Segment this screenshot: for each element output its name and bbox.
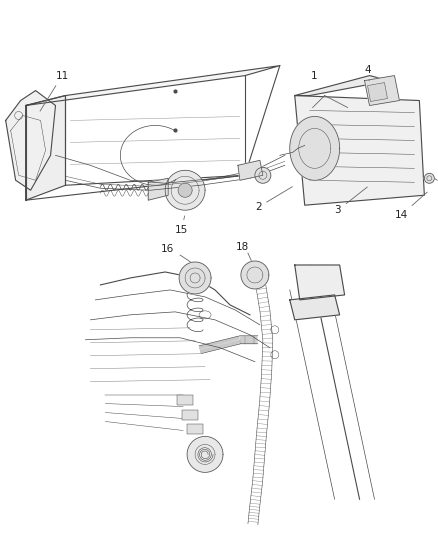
Text: 1: 1 bbox=[310, 70, 316, 80]
Text: 14: 14 bbox=[394, 192, 426, 220]
Polygon shape bbox=[237, 160, 262, 180]
Text: 11: 11 bbox=[40, 70, 69, 111]
Polygon shape bbox=[364, 76, 399, 106]
Polygon shape bbox=[289, 117, 339, 180]
Polygon shape bbox=[240, 261, 268, 289]
Polygon shape bbox=[177, 394, 193, 405]
Polygon shape bbox=[294, 265, 344, 300]
Polygon shape bbox=[25, 95, 65, 200]
Circle shape bbox=[254, 167, 270, 183]
Polygon shape bbox=[294, 95, 424, 205]
Polygon shape bbox=[187, 424, 203, 434]
Polygon shape bbox=[25, 66, 279, 106]
Polygon shape bbox=[182, 409, 198, 419]
Polygon shape bbox=[148, 178, 168, 200]
Text: 2: 2 bbox=[254, 187, 292, 212]
Text: 18: 18 bbox=[236, 242, 249, 252]
Polygon shape bbox=[289, 295, 339, 320]
Text: 4: 4 bbox=[364, 64, 370, 81]
Polygon shape bbox=[6, 91, 55, 190]
Polygon shape bbox=[187, 437, 223, 472]
Text: 3: 3 bbox=[334, 187, 367, 215]
Circle shape bbox=[424, 173, 433, 183]
Polygon shape bbox=[179, 262, 211, 294]
Polygon shape bbox=[178, 183, 192, 197]
Polygon shape bbox=[165, 171, 205, 210]
Text: 15: 15 bbox=[175, 216, 188, 235]
Polygon shape bbox=[294, 76, 389, 95]
Polygon shape bbox=[367, 83, 387, 101]
Text: 16: 16 bbox=[160, 244, 173, 254]
